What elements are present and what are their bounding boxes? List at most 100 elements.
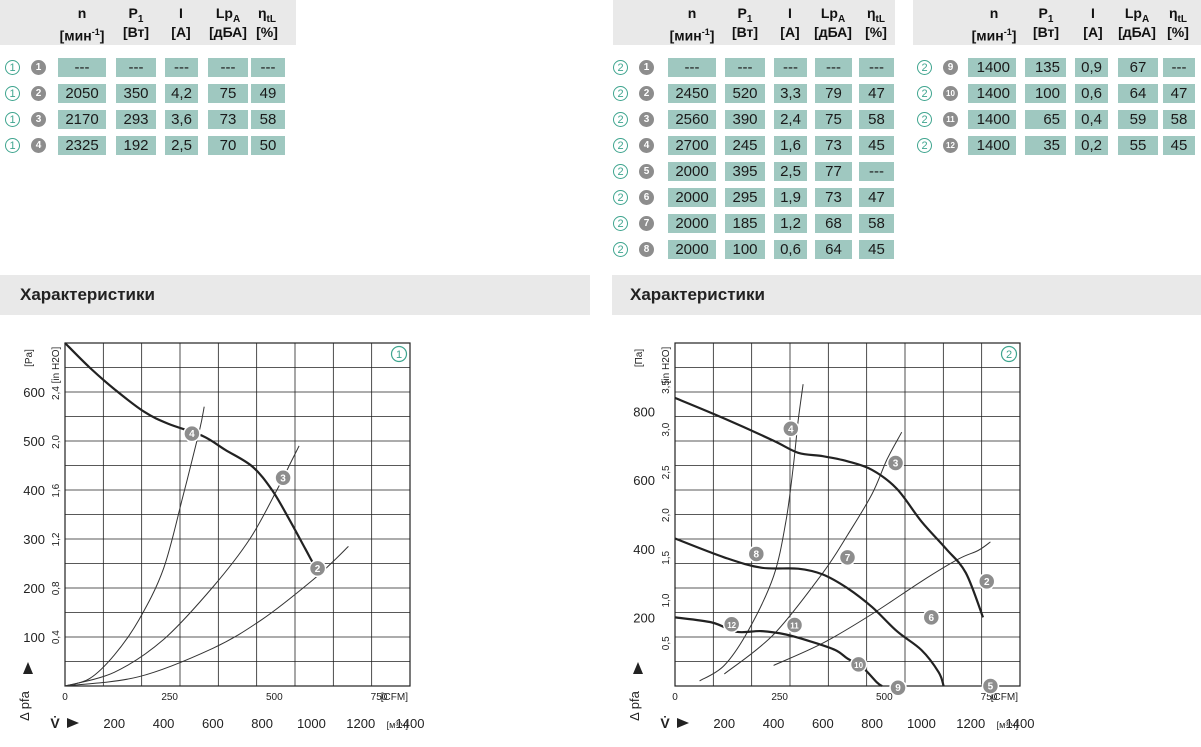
table-middle-cell-p: 100 <box>725 240 765 259</box>
table-right-cell-eta: 58 <box>1163 110 1195 129</box>
table-middle-header-lp-unit: [дБА] <box>814 24 852 40</box>
table-left-point-badge: 1 <box>31 60 46 75</box>
chart2-tick-m3h: 400 <box>763 716 785 731</box>
chart2-tick-m3h: 1000 <box>907 716 936 731</box>
table-left-cell-p: 192 <box>116 136 156 155</box>
chart2-tick-pa: 800 <box>633 405 655 420</box>
chart1-tick-pa: 100 <box>23 630 45 645</box>
chart2-tick-m3h: 1200 <box>956 716 985 731</box>
table-middle-cell-eta: 47 <box>859 188 894 207</box>
chart2-operating-point-2-label: 2 <box>984 577 990 588</box>
table-right-point-badge: 10 <box>943 86 958 101</box>
table-middle-cell-i: 2,4 <box>774 110 807 129</box>
table-middle-point-badge: 4 <box>639 138 654 153</box>
table-right-cell-eta: 47 <box>1163 84 1195 103</box>
chart2-operating-point-5-marker <box>981 677 1000 695</box>
table-left-header-n-unit: [мин-1] <box>59 27 105 44</box>
chart2-operating-point-6-marker <box>922 608 941 627</box>
table-left-header-band <box>0 0 296 45</box>
chart1-unit-cfm: [CFM] <box>381 692 408 703</box>
table-middle-cell-p: 390 <box>725 110 765 129</box>
chart2-badge-text: 2 <box>1006 349 1012 361</box>
chart1-tick-inh2o: 1,6 <box>51 483 62 497</box>
table-right-point-badge: 12 <box>943 138 958 153</box>
table-left-cell-lp: 75 <box>208 84 248 103</box>
section-title-left: Характеристики <box>0 275 590 315</box>
table-left-cell-n: --- <box>58 58 106 77</box>
table-left-cell-p: 350 <box>116 84 156 103</box>
chart2-tick-cfm: 750 <box>981 692 998 703</box>
chart1-system-curve-3 <box>64 445 300 687</box>
chart2-xaxis-symbol: V̇ <box>660 715 670 731</box>
table-right-curve-badge: 2 <box>917 86 932 101</box>
table-left-curve-badge: 1 <box>5 60 20 75</box>
chart2-operating-point-12-marker <box>722 615 741 634</box>
table-middle-header-band <box>613 0 895 45</box>
table-middle-cell-lp: 75 <box>815 110 852 129</box>
chart1-operating-point-4-label: 4 <box>189 429 195 440</box>
table-middle-curve-badge: 2 <box>613 216 628 231</box>
table-right-cell-i: 0,6 <box>1075 84 1108 103</box>
chart2-operating-point-8-label: 8 <box>754 549 760 560</box>
chart2-operating-point-9-label: 9 <box>895 683 901 694</box>
table-right-header-eta: ηtL <box>1168 5 1187 25</box>
chart1-tick-pa: 300 <box>23 532 45 547</box>
table-left-cell-i: --- <box>165 58 198 77</box>
table-middle-cell-i: 1,6 <box>774 136 807 155</box>
table-right-header-n: n <box>989 5 999 21</box>
table-left-cell-lp: --- <box>208 58 248 77</box>
table-middle-cell-i: 3,3 <box>774 84 807 103</box>
chart2-operating-point-9-marker <box>889 678 907 697</box>
chart2-unit-pa: [Па] <box>634 349 645 368</box>
table-right-header-eta-unit: [%] <box>1167 24 1189 40</box>
table-left-header-i-unit: [A] <box>171 24 191 40</box>
chart2-unit-inh2o: [in H2O] <box>661 346 672 383</box>
table-left-cell-n: 2170 <box>58 110 106 129</box>
table-right-cell-lp: 64 <box>1118 84 1158 103</box>
chart1-yaxis-symbol: Δ pfa <box>17 690 32 720</box>
table-middle-curve-badge: 2 <box>613 86 628 101</box>
table-left-header-eta: ηtL <box>257 5 276 25</box>
table-middle-curve-badge: 2 <box>613 190 628 205</box>
table-middle-cell-p: 245 <box>725 136 765 155</box>
table-middle-curve-badge: 2 <box>613 242 628 257</box>
table-middle-cell-eta: --- <box>859 162 894 181</box>
table-middle-cell-p: 185 <box>725 214 765 233</box>
chart1-xaxis-symbol: V̇ <box>50 715 60 731</box>
table-middle-cell-eta: 45 <box>859 240 894 259</box>
table-middle-header-p: P1 <box>737 5 753 25</box>
chart2-operating-point-12-label: 12 <box>727 621 736 630</box>
chart1-tick-pa: 400 <box>23 483 45 498</box>
table-middle-cell-n: --- <box>668 58 716 77</box>
table-left-point-badge: 3 <box>31 112 46 127</box>
table-middle-cell-i: 2,5 <box>774 162 807 181</box>
table-right-cell-lp: 59 <box>1118 110 1158 129</box>
chart2-tick-inh2o: 1,5 <box>661 550 672 564</box>
chart1-yaxis-arrow <box>23 662 33 674</box>
table-middle-header-i-unit: [A] <box>780 24 800 40</box>
table-left-header-eta-unit: [%] <box>256 24 278 40</box>
table-middle-cell-eta: 58 <box>859 110 894 129</box>
table-middle-cell-lp: 79 <box>815 84 852 103</box>
table-left-cell-p: 293 <box>116 110 156 129</box>
chart2-tick-m3h: 600 <box>812 716 834 731</box>
chart2-operating-point-3-label: 3 <box>893 459 899 470</box>
chart2-system-curve-2 <box>773 541 991 666</box>
table-middle-cell-lp: 64 <box>815 240 852 259</box>
table-middle-header-p-unit: [Вт] <box>731 24 759 40</box>
chart2-operating-point-2-marker <box>977 572 996 591</box>
table-right-curve-badge: 2 <box>917 60 932 75</box>
chart2-tick-inh2o: 3,5 <box>661 380 672 394</box>
chart2-operating-point-10-label: 10 <box>854 661 863 670</box>
table-middle-cell-i: 1,2 <box>774 214 807 233</box>
table-middle-cell-eta: 58 <box>859 214 894 233</box>
chart2-operating-point-11-label: 11 <box>790 621 799 630</box>
chart2-tick-pa: 200 <box>633 610 655 625</box>
table-right-cell-p: 35 <box>1025 136 1066 155</box>
chart2-operating-point-5-label: 5 <box>988 682 994 693</box>
table-middle-cell-lp: --- <box>815 58 852 77</box>
chart1-tick-pa: 500 <box>23 434 45 449</box>
table-middle-point-badge: 7 <box>639 216 654 231</box>
table-middle-cell-eta: 47 <box>859 84 894 103</box>
